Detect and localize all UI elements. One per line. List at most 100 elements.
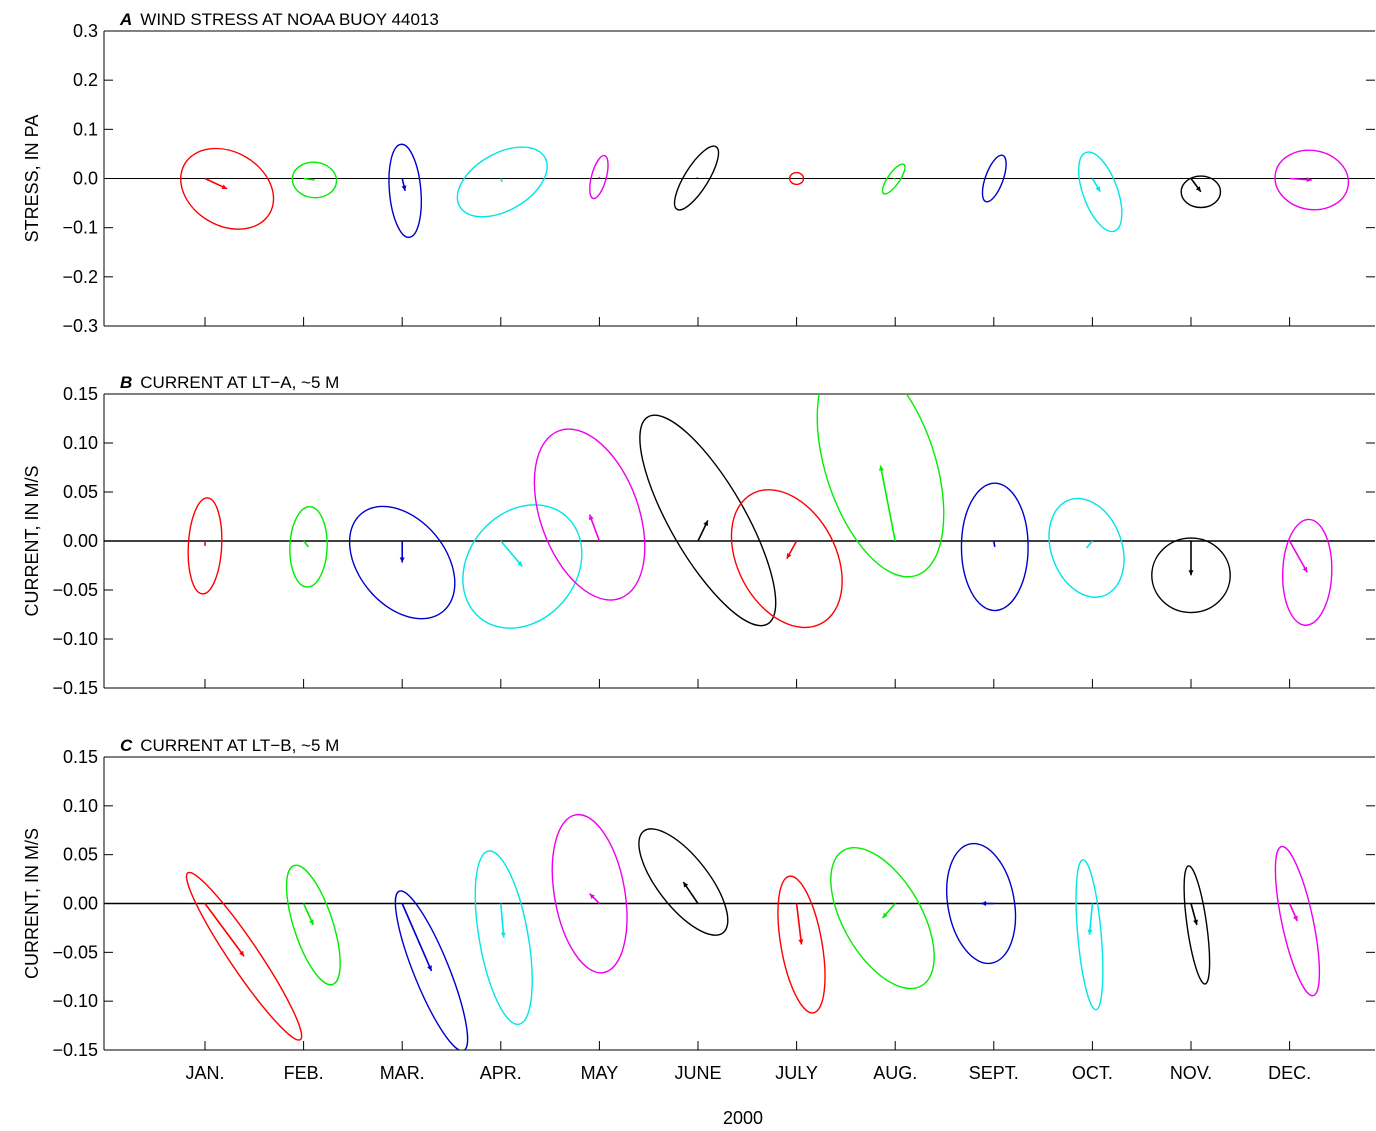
arrowhead (401, 185, 407, 191)
arrowhead (786, 553, 792, 559)
arrowhead (399, 557, 405, 563)
month-label: SEPT. (969, 1063, 1019, 1083)
arrowhead (589, 893, 595, 900)
ellipse-may (533, 428, 646, 601)
ellipse-nov (1180, 175, 1222, 209)
marks-A (180, 143, 1350, 239)
vector-feb (302, 540, 310, 548)
arrowhead (1306, 177, 1312, 183)
ellipse-dec (1281, 518, 1333, 626)
vector-jan (204, 903, 245, 957)
vector-apr (500, 178, 504, 183)
ellipse-oct (1077, 151, 1123, 233)
arrowhead (309, 919, 314, 925)
arrowhead (1095, 186, 1101, 192)
y-tick-label: −0.05 (52, 580, 98, 600)
ellipse-july (777, 875, 826, 1014)
panel-title: C CURRENT AT LT−B, ~5 M (120, 736, 339, 755)
y-tick-label: 0.2 (73, 70, 98, 90)
y-axis-title: CURRENT, IN M/S (22, 465, 42, 616)
panel-letter: A (119, 10, 132, 29)
ellipse-aug (881, 163, 906, 195)
panel-A: 0.3 0.2 0.1 0.0 −0.1 −0.2 −0.3 STRESS, IN PA A WI… (22, 10, 1375, 336)
vector-oct (1088, 903, 1094, 935)
vector-aug (879, 465, 896, 542)
ellipse-dec (1274, 149, 1350, 211)
panel-title-text: CURRENT AT LT−A, ~5 M (140, 373, 339, 392)
arrowhead (1193, 919, 1198, 925)
month-label: FEB. (284, 1063, 324, 1083)
ellipse-apr (462, 504, 583, 629)
arrowhead (1087, 929, 1093, 935)
panel-title: B CURRENT AT LT−A, ~5 M (120, 373, 339, 392)
y-tick-label: 0.05 (63, 482, 98, 502)
arrowhead (239, 950, 245, 957)
vector-mar (401, 903, 433, 972)
arrowhead (879, 465, 884, 471)
ellipse-sept (981, 154, 1007, 203)
vector-sept (993, 540, 996, 548)
y-tick-label: 0.10 (63, 796, 98, 816)
y-tick-label: 0.00 (63, 531, 98, 551)
month-label: NOV. (1170, 1063, 1212, 1083)
month-label: JULY (775, 1063, 818, 1083)
y-tick-label: −0.10 (52, 991, 98, 1011)
ellipse-oct (1075, 859, 1104, 1011)
y-tick-label: −0.05 (52, 942, 98, 962)
ellipse-mar (394, 890, 469, 1050)
y-tick-label: −0.10 (52, 629, 98, 649)
arrowhead (882, 912, 888, 919)
arrowhead (588, 514, 594, 521)
y-tick-label: −0.2 (62, 267, 98, 287)
ellipse-jan (185, 871, 303, 1041)
y-tick-label: −0.15 (52, 678, 98, 698)
y-tick-label: 0.0 (73, 169, 98, 189)
panel-title-text: WIND STRESS AT NOAA BUOY 44013 (140, 10, 439, 29)
y-tick-label: 0.10 (63, 433, 98, 453)
arrowhead (1188, 570, 1194, 576)
ellipse-sept (946, 842, 1017, 965)
arrowhead (517, 561, 523, 567)
vector-dec (1288, 540, 1308, 573)
y-axis-title: CURRENT, IN M/S (22, 828, 42, 979)
y-tick-label: 0.3 (73, 21, 98, 41)
panel-letter: C (120, 736, 133, 755)
ellipse-feb (289, 506, 328, 588)
ellipse-july (789, 171, 805, 186)
y-tick-label: −0.15 (52, 1040, 98, 1060)
month-label: JAN. (185, 1063, 224, 1083)
panel-letter: B (120, 373, 132, 392)
month-label: APR. (480, 1063, 522, 1083)
y-tick-label: −0.1 (62, 218, 98, 238)
arrowhead (1302, 566, 1308, 573)
marks-B (187, 394, 1333, 629)
y-tick-label: 0.00 (63, 894, 98, 914)
panel-B: 0.15 0.10 0.05 0.00 −0.05 −0.10 −0.15 CURRENT, … (22, 373, 1375, 698)
ellipse-feb (285, 864, 341, 986)
month-label: MAY (581, 1063, 619, 1083)
month-label: OCT. (1072, 1063, 1113, 1083)
marks-C (185, 813, 1321, 1050)
panel-title-text: CURRENT AT LT−B, ~5 M (140, 736, 339, 755)
month-label: MAR. (380, 1063, 425, 1083)
panel-C: 0.15 0.10 0.05 0.00 −0.05 −0.10 −0.15 CURRENT, … (22, 736, 1375, 1060)
month-axis: JAN. FEB. MAR. APR. MAY JUNE JULY AUG. SEPT. OCT.… (185, 1063, 1311, 1083)
ellipse-apr (456, 146, 548, 218)
vector-oct (1085, 540, 1094, 549)
panel-title: A WIND STRESS AT NOAA BUOY 44013 (119, 10, 439, 29)
arrowhead (703, 520, 708, 527)
vector-apr (500, 903, 505, 938)
ellipse-nov (1151, 537, 1231, 614)
vector-feb (303, 177, 315, 181)
y-tick-label: 0.15 (63, 384, 98, 404)
vector-july (795, 903, 803, 945)
ellipse-feb (291, 161, 338, 199)
month-label: AUG. (873, 1063, 917, 1083)
vector-apr (500, 540, 523, 567)
ellipse-may (589, 154, 609, 200)
arrowhead (1195, 186, 1201, 192)
arrowhead (427, 965, 432, 971)
y-tick-label: 0.05 (63, 845, 98, 865)
month-label: JUNE (674, 1063, 721, 1083)
ellipse-july (730, 489, 843, 629)
